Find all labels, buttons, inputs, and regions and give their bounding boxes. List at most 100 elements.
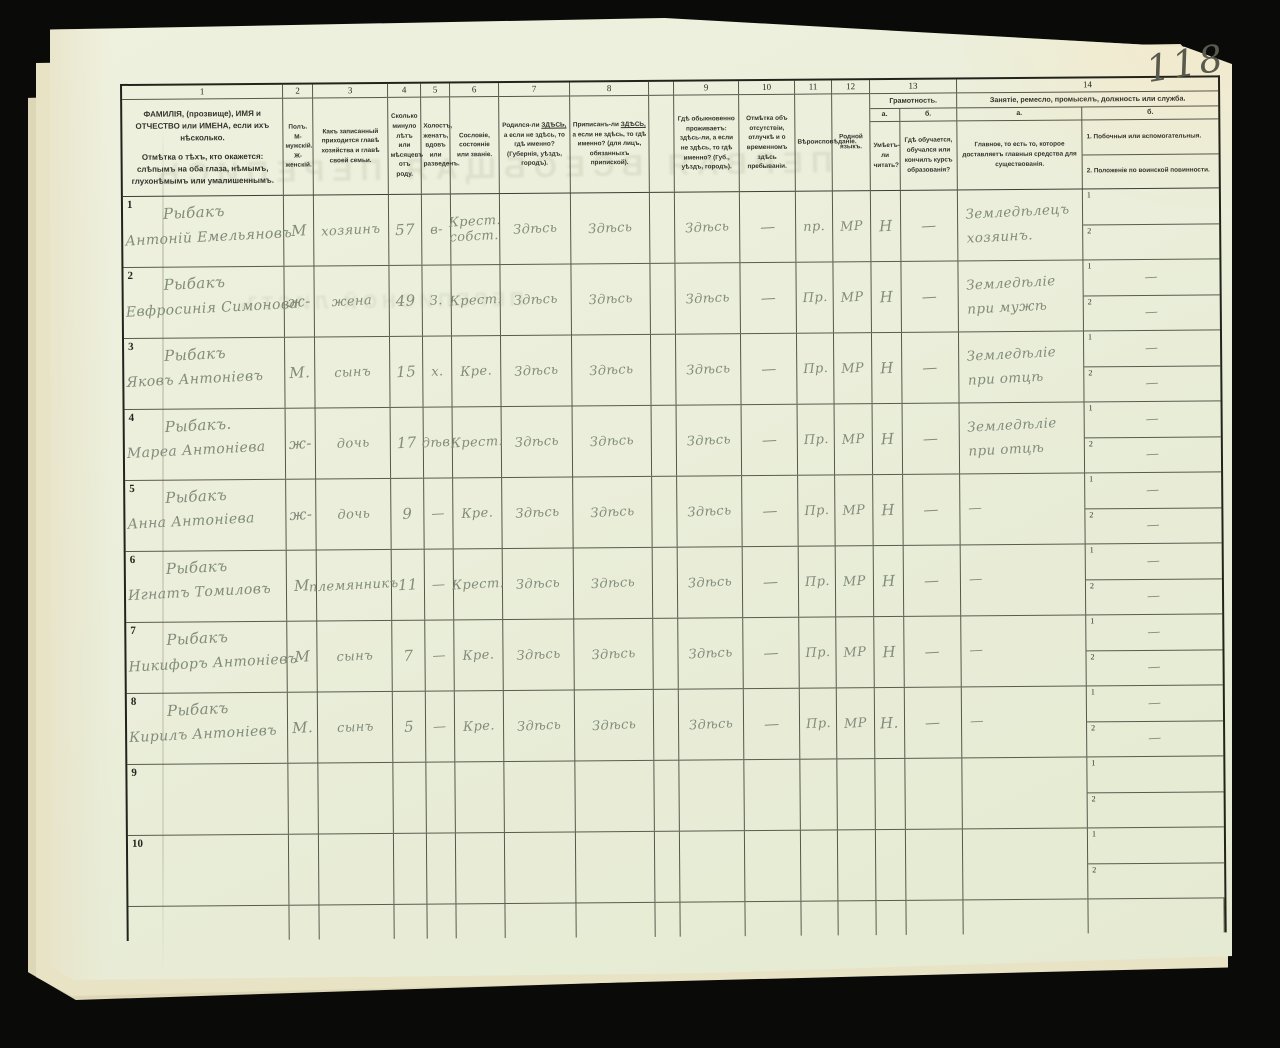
printed-sub-number: 2 bbox=[1091, 722, 1096, 732]
handwritten-surname: Рыбакъ. bbox=[164, 414, 233, 437]
cell-absence-note: — bbox=[741, 404, 799, 476]
sub-cell-side-occupation: 1 — bbox=[1085, 472, 1222, 509]
column-header-2: 2 Полъ. М-мужскій. Ж-женскій. bbox=[283, 84, 314, 195]
cell-registration: Здѣсь bbox=[572, 405, 653, 477]
cell-language: МР bbox=[836, 617, 875, 688]
cell-estate: Кре. bbox=[454, 620, 504, 691]
cell-main-occupation bbox=[962, 828, 1089, 900]
cell-estate: Кре. bbox=[454, 691, 505, 762]
printed-sub-number: 1 bbox=[1086, 190, 1091, 200]
cell-registration: Здѣсь bbox=[573, 476, 653, 548]
header-text: Холостъ, женатъ, вдовъ или разведенъ. bbox=[423, 122, 460, 169]
cell-registration: Здѣсь bbox=[573, 547, 654, 619]
printed-sub-number: 2 bbox=[1088, 438, 1093, 448]
header-text: Отмѣтка объ отсутствіи, отлучкѣ и о врем… bbox=[746, 114, 788, 171]
printed-sub-number: 2 bbox=[1088, 367, 1093, 377]
sub-cell-side-occupation: 1 bbox=[1087, 827, 1225, 864]
printed-sub-number: 1 bbox=[1087, 261, 1092, 271]
cell-gutter bbox=[650, 334, 677, 405]
cell-birthplace: Здѣсь bbox=[499, 193, 572, 265]
cell-secondary-occupation: 1 — 2 — bbox=[1083, 330, 1221, 401]
cell-residence: Здѣсь bbox=[674, 192, 741, 263]
table-body: 1 Рыбакъ Антоній Емельяновъ М хозяинъ 57… bbox=[122, 188, 1225, 907]
cell-literacy: Н bbox=[874, 616, 905, 688]
column-number: 1 bbox=[122, 84, 283, 100]
column-header-9: 9 Гдѣ обыкновенно проживаетъ: здѣсь-ли, … bbox=[673, 81, 740, 192]
cell-registration bbox=[575, 760, 655, 832]
row-number: 2 bbox=[127, 269, 134, 282]
header-text: Родился-ли ЗДѢСЬ, а если не здѣсь, то гд… bbox=[502, 121, 567, 168]
table-row: 10 1 2 bbox=[127, 827, 1225, 907]
header-text: Вѣроисповѣданіе. bbox=[797, 138, 857, 146]
table-row: 8 Рыбакъ Кирилъ Антоніевъ М. сынъ 5 — Кр… bbox=[126, 685, 1224, 765]
handwritten-given-name: Мареа Антоніева bbox=[126, 438, 266, 462]
cell-sex bbox=[288, 834, 320, 905]
cell-name: 6 Рыбакъ Игнатъ Томиловъ bbox=[125, 550, 288, 622]
cell-religion bbox=[800, 830, 839, 901]
sub-cell-side-occupation: 1 — bbox=[1083, 259, 1220, 296]
cell-gutter bbox=[652, 476, 678, 547]
cell-education: — bbox=[900, 190, 959, 261]
cell-main-occupation: Земледѣліе при отцѣ bbox=[958, 331, 1085, 403]
handwritten-given-name: Яковъ Антоніевъ bbox=[126, 367, 264, 391]
printed-sub-number: 2 bbox=[1092, 864, 1097, 874]
header-text: Какъ записанный приходится главѣ хозяйст… bbox=[321, 127, 380, 164]
cell-religion: Пр. bbox=[796, 262, 834, 333]
sub-cell-military-duty: 2 bbox=[1083, 224, 1219, 260]
cell-marital-status bbox=[426, 833, 457, 904]
cell-gutter bbox=[654, 760, 680, 831]
cell-age: 49 bbox=[389, 265, 423, 336]
printed-sub-number: 2 bbox=[1087, 225, 1092, 235]
cell-absence-note: — bbox=[743, 617, 800, 689]
cell-registration bbox=[575, 831, 656, 903]
cell-relation: дочь bbox=[315, 407, 392, 479]
cell-gutter bbox=[653, 689, 680, 760]
cell-name: 5 Рыбакъ Анна Антоніева bbox=[125, 479, 287, 551]
cell-name: 3 Рыбакъ Яковъ Антоніевъ bbox=[124, 337, 286, 409]
cell-main-occupation bbox=[962, 757, 1088, 829]
column-header-11: 11 Вѣроисповѣданіе. bbox=[794, 80, 857, 191]
cell-main-occupation: Земледѣлецъ хозяинъ. bbox=[957, 189, 1084, 261]
cell-main-occupation: — bbox=[961, 686, 1088, 758]
cell-relation: хозяинъ bbox=[313, 194, 390, 266]
cell-religion: Пр. bbox=[796, 333, 835, 404]
cell-secondary-occupation: 1 — 2 — bbox=[1084, 401, 1222, 472]
row-number: 10 bbox=[131, 837, 144, 850]
cell-literacy: Н. bbox=[874, 687, 906, 759]
cell-absence-note: — bbox=[740, 333, 798, 405]
sub-cell-military-duty: 2 — bbox=[1091, 722, 1163, 747]
cell-age: 11 bbox=[391, 549, 426, 620]
cell-sex: М. bbox=[287, 692, 319, 763]
cell-age: 5 bbox=[392, 691, 427, 762]
cell-secondary-occupation: 1 2 bbox=[1087, 827, 1225, 898]
handwritten-given-name: Игнатъ Томиловъ bbox=[127, 580, 272, 605]
page-fold-crease bbox=[162, 128, 164, 978]
row-number: 5 bbox=[129, 482, 135, 495]
table-row: 6 Рыбакъ Игнатъ Томиловъ М племянникъ 11… bbox=[125, 543, 1223, 623]
cell-residence: Здѣсь bbox=[675, 334, 742, 405]
cell-age: 57 bbox=[388, 194, 423, 265]
column-header-4: 4 Сколько минуло лѣтъ или мѣсяцевъ отъ р… bbox=[388, 83, 423, 194]
cell-registration: Здѣсь bbox=[574, 689, 655, 761]
table-row: 2 Рыбакъ Евфросинія Симонова ж- жена 49 … bbox=[123, 259, 1220, 339]
cell-religion: Пр. bbox=[798, 546, 837, 617]
cell-registration: Здѣсь bbox=[571, 263, 651, 335]
cell-literacy: Н bbox=[871, 261, 902, 333]
handwritten-surname: Рыбакъ bbox=[162, 201, 226, 224]
sub-cell-military-duty: 2 — bbox=[1088, 438, 1161, 463]
column-header-5: 5 Холостъ, женатъ, вдовъ или разведенъ. bbox=[421, 83, 460, 194]
cell-absence-note: — bbox=[742, 475, 799, 547]
group-title: Грамотность. bbox=[870, 93, 957, 110]
cell-main-occupation: — bbox=[961, 615, 1087, 687]
handwritten-given-name: Никифоръ Антоніевъ bbox=[128, 650, 298, 676]
cell-gutter bbox=[651, 405, 678, 476]
cell-language: МР bbox=[835, 475, 874, 546]
handwritten-given-name: Анна Антоніева bbox=[127, 510, 256, 533]
printed-sub-number: 1 bbox=[1089, 474, 1094, 484]
cell-language: МР bbox=[836, 688, 876, 759]
cell-relation: сынъ bbox=[317, 691, 394, 763]
cell-name: 4 Рыбакъ. Мареа Антоніева bbox=[124, 408, 287, 480]
cell-religion: Пр. bbox=[799, 688, 838, 759]
column-header-12: 12 Родной языкъ. bbox=[831, 80, 871, 191]
